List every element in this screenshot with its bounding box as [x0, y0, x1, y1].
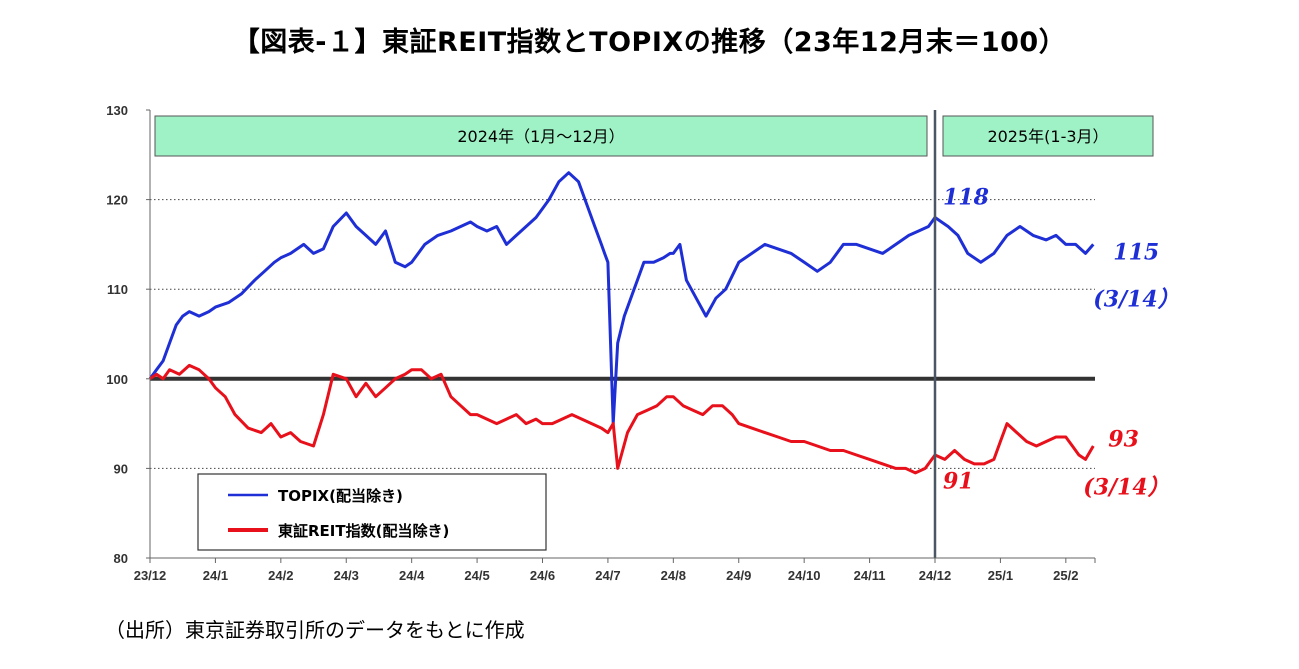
annotation-topix: 118	[943, 185, 989, 211]
x-tick-label: 25/2	[1053, 568, 1078, 583]
source-note: （出所）東京証券取引所のデータをもとに作成	[105, 618, 525, 642]
y-tick-label: 80	[114, 551, 128, 566]
x-tick-label: 24/8	[661, 568, 686, 583]
annotation-topix: 115	[1113, 239, 1159, 265]
y-tick-label: 100	[106, 372, 128, 387]
axis-layer: 80 90 100 110 120 130 23/12 24/1 24/2 24/3 24/4 24/…	[106, 103, 1096, 583]
series-line-topix	[148, 171, 1095, 426]
x-tick-label: 24/3	[334, 568, 359, 583]
x-tick-label: 24/7	[595, 568, 620, 583]
y-tick-label: 130	[106, 103, 128, 118]
legend-label-topix: TOPIX(配当除き)	[278, 487, 403, 505]
period-layer: 2024年（1月～12月） 2025年(1-3月）	[154, 115, 1154, 157]
y-tick-label: 120	[106, 193, 128, 208]
period-box	[154, 115, 928, 157]
x-tick-label: 24/11	[854, 568, 886, 583]
annotation-reit: (3/14）	[1083, 475, 1169, 501]
x-tick-label: 24/12	[919, 568, 952, 583]
x-tick-label: 24/2	[268, 568, 293, 583]
x-tick-label: 24/4	[399, 568, 425, 583]
annotation-topix: (3/14）	[1093, 286, 1179, 312]
x-tick-label: 25/1	[988, 568, 1013, 583]
chart-title: 【図表-１】東証REIT指数とTOPIXの推移（23年12月末＝100）	[232, 27, 1067, 58]
period-label: 2024年（1月～12月）	[457, 127, 624, 146]
y-tick-label: 110	[107, 282, 128, 297]
y-tick-label: 90	[114, 461, 128, 476]
annotation-reit: 91	[943, 468, 974, 494]
legend: TOPIX(配当除き) 東証REIT指数(配当除き)	[197, 473, 547, 551]
period-label: 2025年(1-3月）	[987, 127, 1108, 146]
grid-layer	[150, 199, 1095, 469]
annotation-layer: 118 115 (3/14） 91 93 (3/14）	[943, 185, 1180, 501]
period-box	[942, 115, 1154, 157]
x-tick-label: 24/1	[203, 568, 228, 583]
series-line-reit	[149, 363, 1095, 475]
x-tick-label: 23/12	[134, 568, 167, 583]
x-tick-label: 24/10	[788, 568, 821, 583]
legend-box	[197, 473, 547, 551]
series-layer	[148, 110, 1095, 558]
annotation-reit: 93	[1108, 427, 1139, 453]
x-tick-label: 24/5	[464, 568, 489, 583]
x-tick-label: 24/9	[726, 568, 751, 583]
legend-label-reit: 東証REIT指数(配当除き)	[278, 522, 449, 540]
x-tick-label: 24/6	[530, 568, 555, 583]
